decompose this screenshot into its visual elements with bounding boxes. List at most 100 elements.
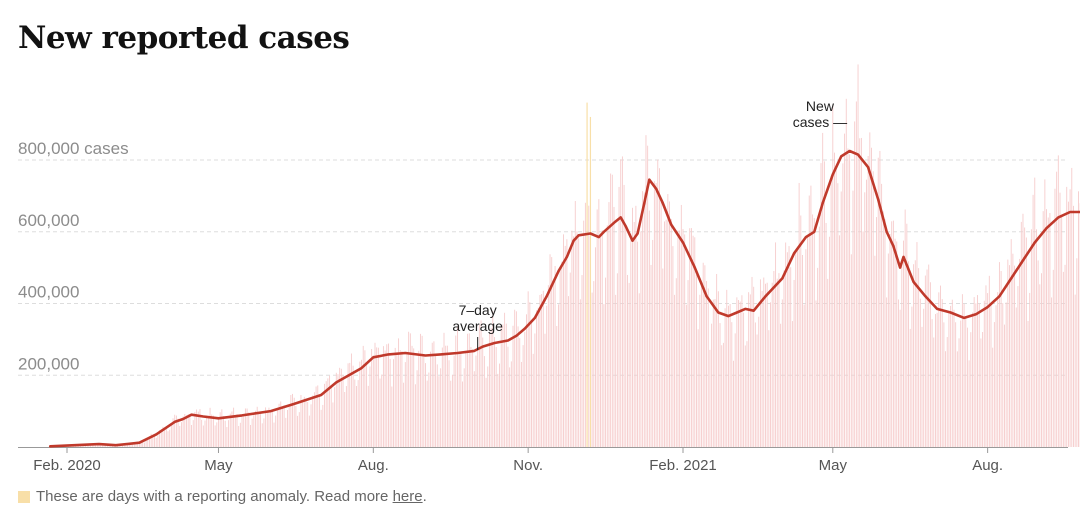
daily-bar [857,64,859,448]
daily-bar [475,355,477,447]
daily-bar [443,332,445,447]
daily-bar [386,344,388,447]
daily-bar [514,309,516,447]
daily-bar [426,380,428,447]
daily-bar [855,101,857,448]
daily-bar [551,257,553,447]
daily-bar [684,234,686,447]
daily-bar [904,209,906,447]
daily-bar [1061,216,1063,447]
daily-bar [780,323,782,447]
daily-bar [605,277,607,447]
daily-bar [239,422,241,447]
daily-bar [157,435,159,447]
daily-bar [674,294,676,447]
daily-bar [435,355,437,447]
daily-bar [955,322,957,447]
daily-bar [778,273,780,447]
daily-bar [179,425,181,447]
daily-bar [182,416,184,447]
daily-bar [707,288,709,447]
anomaly-bar [586,102,588,447]
daily-bar [998,262,1000,447]
daily-bar [483,356,485,447]
daily-bar [712,299,714,447]
daily-bar [278,403,280,447]
x-tick-label: Aug. [972,457,1003,474]
daily-bar [337,374,339,447]
daily-bar [726,289,728,447]
daily-bar [1052,269,1054,447]
daily-bar [569,272,571,447]
daily-bar [936,312,938,447]
footnote-link[interactable]: here [392,488,423,505]
daily-bar [891,221,893,447]
annotation-7day-line1: 7–day [459,302,497,318]
daily-bar [478,324,480,447]
daily-bar [618,186,620,447]
daily-bar [768,330,770,447]
daily-bar [399,350,401,447]
daily-bar [844,133,846,447]
daily-bar [997,292,999,447]
daily-bar [1041,273,1042,447]
daily-bar [993,322,995,447]
daily-bar [361,359,362,447]
daily-bar [946,337,948,447]
daily-bar [899,309,901,447]
daily-bar [660,200,662,447]
footnote-end: . [422,488,427,505]
daily-bar [218,419,219,447]
daily-bar [823,161,825,448]
daily-bar [256,406,258,447]
daily-bar [943,322,945,447]
daily-bar [828,236,830,447]
daily-bar [667,194,669,447]
daily-bar [770,302,771,447]
daily-bar [473,371,475,447]
annotation-7day-line2: average [452,318,503,334]
daily-bar [261,423,263,447]
daily-bar [510,361,512,447]
daily-bar [722,342,724,447]
daily-bar [308,415,310,447]
daily-bar [281,407,283,447]
daily-bar [763,277,765,447]
daily-bar [320,409,322,447]
daily-bar [334,387,336,447]
daily-bar [982,331,984,447]
daily-bar [1017,286,1019,447]
daily-bar [603,304,605,447]
daily-bar [765,283,766,447]
daily-bar [951,299,953,447]
daily-bar [258,412,260,447]
daily-bar [561,261,563,447]
daily-bar [827,278,829,447]
daily-bar [776,278,778,447]
daily-bar [243,414,245,447]
daily-bar [413,348,415,447]
daily-bar [972,312,973,447]
daily-bar [918,268,920,447]
daily-bar [140,441,142,447]
annotation-newcases-line2: cases — [793,114,847,130]
daily-bar [369,366,371,447]
daily-bar [650,264,652,447]
daily-bar [192,420,194,447]
daily-bar [559,268,561,447]
daily-bar [544,333,546,447]
daily-bar [670,219,672,447]
daily-bar [1004,324,1005,447]
daily-bar [759,279,761,447]
daily-bar [886,297,888,447]
daily-bar [120,445,122,447]
daily-bar [174,414,176,447]
daily-bar [255,410,256,447]
daily-bar [903,240,904,447]
daily-bar [664,221,665,447]
daily-bar [123,444,125,447]
x-tick-label: Feb. 2021 [649,457,717,474]
daily-bar [862,231,864,447]
daily-bar [751,276,753,447]
daily-bar [170,424,172,447]
